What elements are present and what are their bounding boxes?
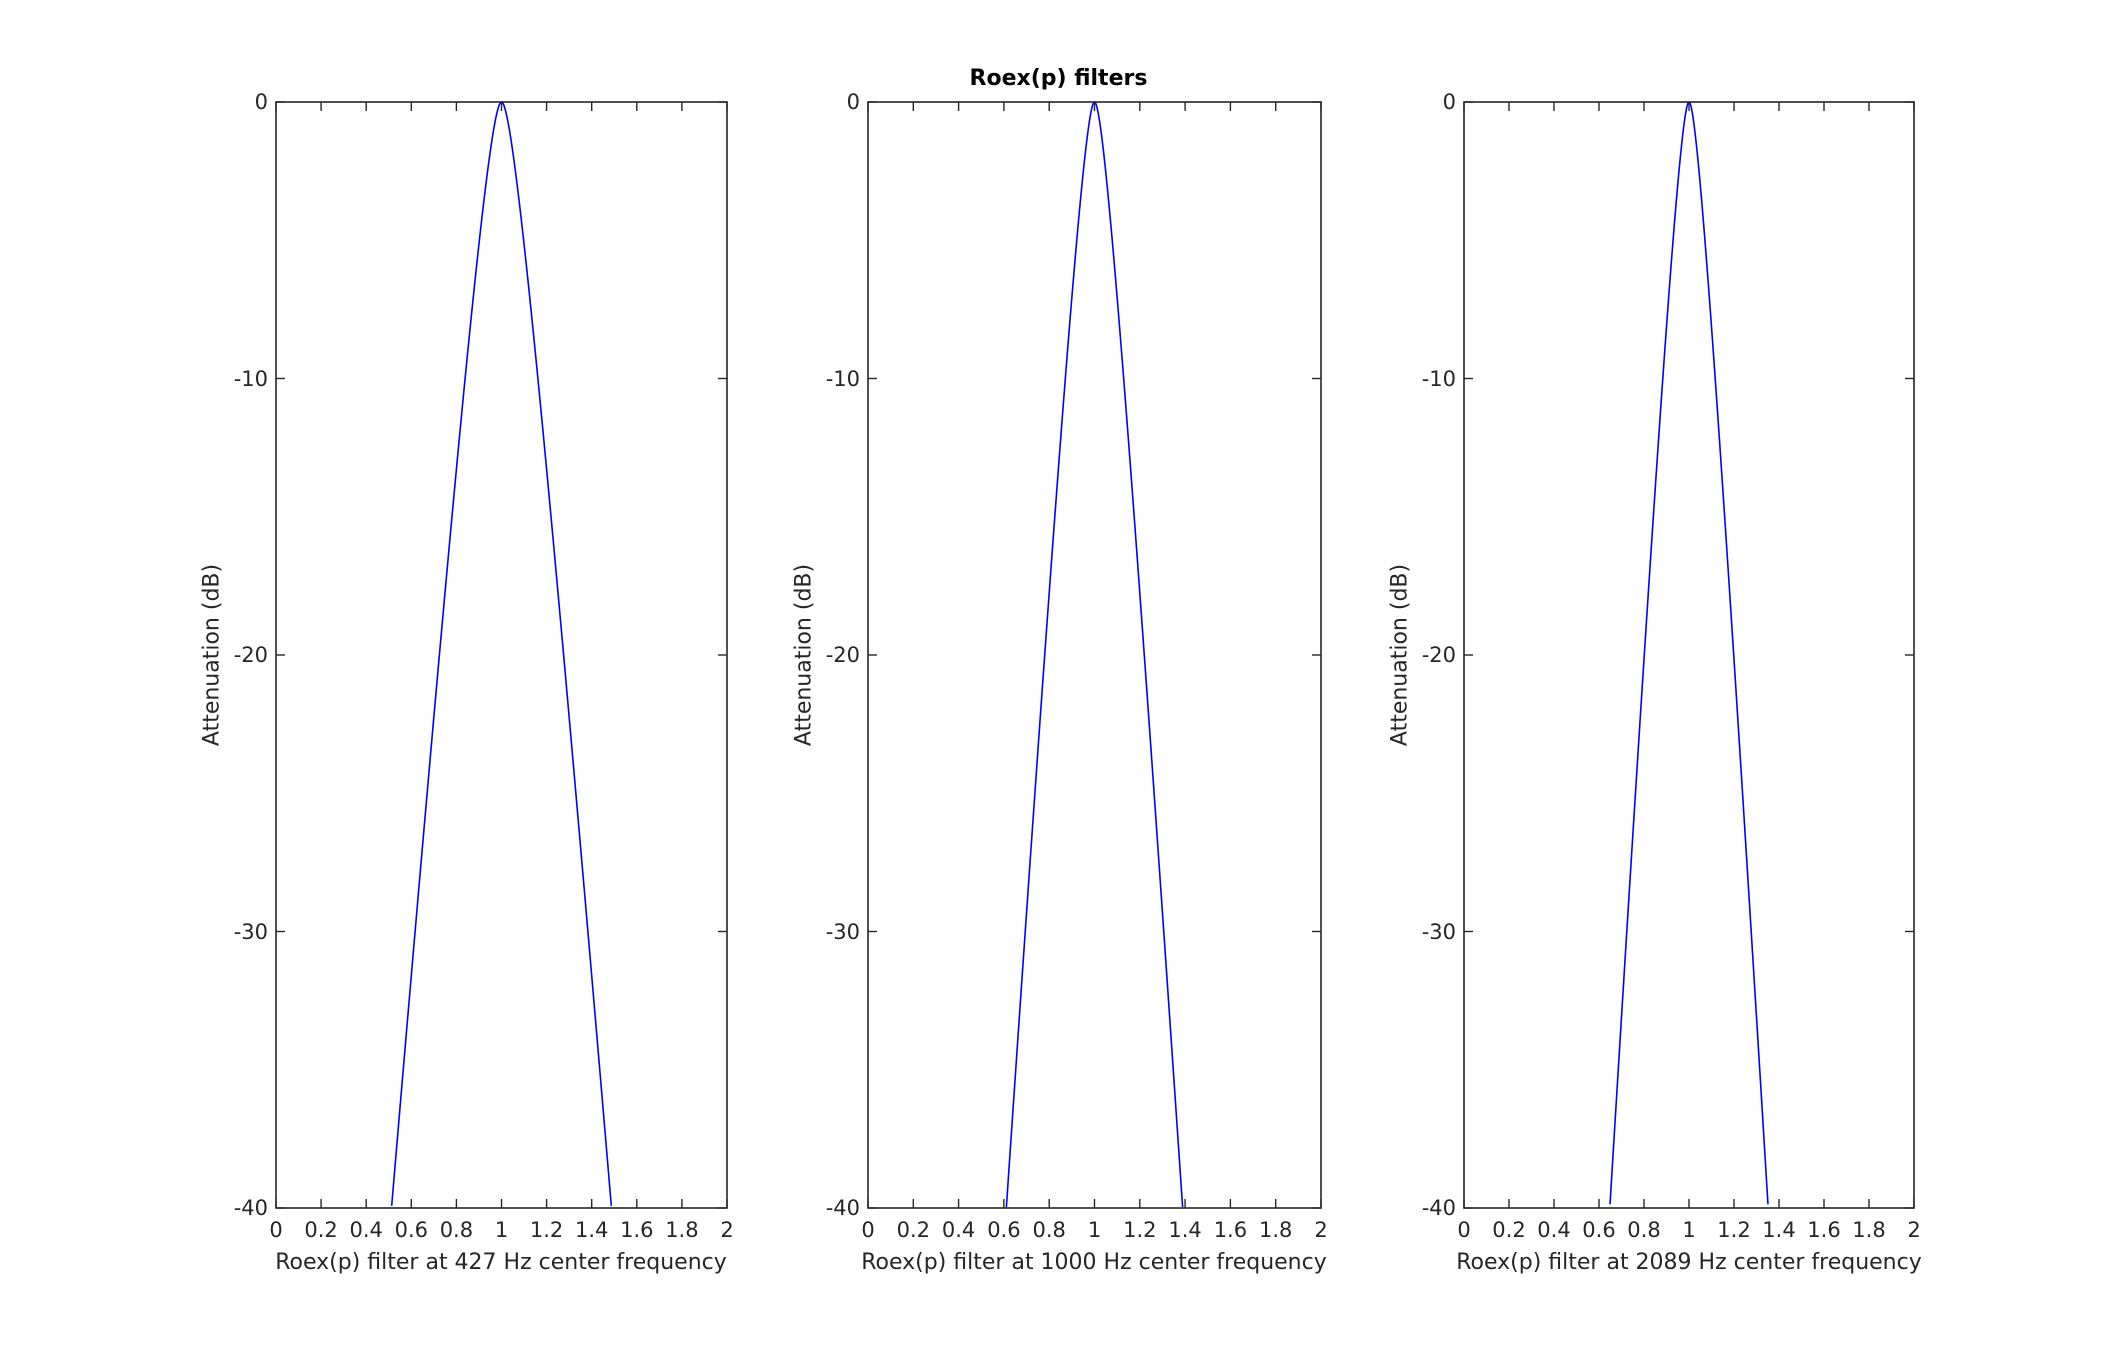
x-tick-label: 1.6: [1213, 1218, 1248, 1242]
y-tick-label: -20: [825, 643, 860, 667]
y-tick-label: -40: [1421, 1196, 1456, 1220]
y-tick-label: -20: [233, 643, 268, 667]
x-tick-label: 0.6: [394, 1218, 428, 1242]
x-tick-label: 0.4: [349, 1218, 383, 1242]
x-tick-label: 2: [1314, 1218, 1328, 1242]
x-tick-label: 1: [1682, 1218, 1696, 1242]
axes-box: [275, 101, 728, 1209]
y-tick-label: -10: [825, 366, 860, 391]
x-tick-label: 1.6: [1807, 1218, 1841, 1242]
roex-filter-curve: [1609, 101, 1769, 1205]
y-axis-label: Attenuation (dB): [791, 563, 817, 747]
x-tick-label: 1.8: [1258, 1218, 1293, 1242]
x-tick-label: 0.4: [1537, 1218, 1571, 1242]
roex-filter-curve: [390, 101, 613, 1206]
x-tick-label: 0: [269, 1218, 283, 1242]
y-tick-label: 0: [1442, 90, 1456, 114]
x-tick-label: 0.6: [987, 1218, 1021, 1242]
roex-filter-curve: [1005, 101, 1184, 1208]
x-tick-label: 0: [1457, 1218, 1471, 1242]
x-tick-label: 1.4: [1762, 1218, 1796, 1242]
x-tick-label: 1.2: [529, 1218, 564, 1242]
y-tick-label: 0: [846, 90, 860, 114]
x-tick-label: 0.2: [896, 1218, 930, 1242]
y-tick-label: -40: [825, 1196, 860, 1220]
x-tick-label: 0.8: [1627, 1218, 1661, 1242]
x-axis-label: Roex(p) filter at 427 Hz center frequenc…: [275, 1250, 727, 1275]
y-tick-label: -20: [1421, 643, 1456, 667]
x-tick-label: 2: [720, 1218, 734, 1242]
x-tick-label: 1: [494, 1218, 509, 1242]
y-tick-label: -30: [825, 919, 860, 944]
x-tick-label: 1.8: [665, 1218, 699, 1242]
y-tick-label: -40: [233, 1196, 268, 1220]
x-tick-label: 1.8: [1852, 1218, 1886, 1242]
axes-box: [1463, 101, 1915, 1209]
y-tick-label: -10: [233, 366, 268, 391]
x-tick-label: 1.6: [620, 1218, 654, 1242]
y-tick-label: -30: [233, 919, 268, 944]
y-tick-label: -10: [1421, 366, 1456, 391]
x-tick-label: 1.2: [1123, 1218, 1157, 1242]
x-tick-label: 1: [1087, 1218, 1102, 1242]
x-tick-label: 1.2: [1717, 1218, 1751, 1242]
y-tick-label: 0: [254, 90, 268, 114]
x-tick-label: 0.4: [941, 1218, 976, 1242]
x-tick-label: 0.2: [304, 1218, 338, 1242]
axes-box: [867, 101, 1322, 1209]
x-tick-label: 1.4: [1168, 1218, 1202, 1242]
x-axis-label: Roex(p) filter at 2089 Hz center frequen…: [1456, 1250, 1922, 1275]
y-axis-label: Attenuation (dB): [1387, 563, 1413, 747]
x-axis-label: Roex(p) filter at 1000 Hz center frequen…: [861, 1250, 1327, 1275]
x-tick-label: 0.8: [1032, 1218, 1066, 1242]
y-tick-label: -30: [1421, 919, 1456, 944]
x-tick-label: 0.2: [1492, 1218, 1526, 1242]
x-tick-label: 0.6: [1582, 1218, 1616, 1242]
x-tick-label: 2: [1907, 1218, 1921, 1242]
x-tick-label: 0: [861, 1218, 875, 1242]
x-tick-label: 0.8: [439, 1218, 474, 1242]
y-axis-label: Attenuation (dB): [199, 563, 225, 747]
x-tick-label: 1.4: [574, 1218, 609, 1242]
